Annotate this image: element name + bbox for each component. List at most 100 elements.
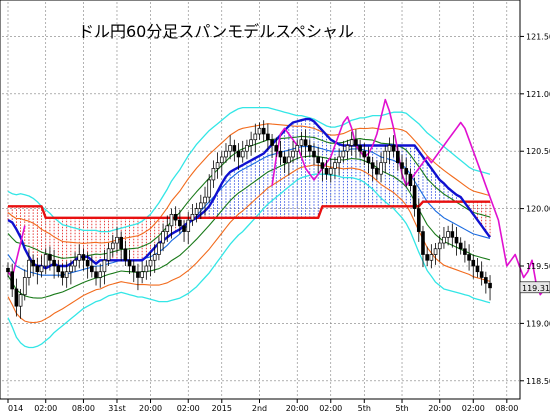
candle-body bbox=[48, 254, 52, 261]
candle bbox=[140, 261, 144, 284]
candle bbox=[354, 129, 358, 159]
candle bbox=[282, 151, 287, 174]
candle bbox=[463, 240, 467, 263]
candle-body bbox=[94, 271, 98, 278]
candle-body bbox=[136, 271, 140, 278]
candle bbox=[127, 249, 132, 275]
candle bbox=[131, 260, 136, 283]
candle bbox=[471, 254, 476, 279]
candle-body bbox=[261, 127, 266, 135]
candle bbox=[479, 261, 484, 286]
candle bbox=[421, 225, 425, 268]
candle bbox=[18, 288, 23, 319]
candle bbox=[22, 269, 27, 301]
candle bbox=[224, 143, 228, 163]
candle-body bbox=[316, 156, 321, 164]
candle-body bbox=[291, 150, 295, 158]
candle-body bbox=[161, 231, 165, 244]
x-tick-label: 014 bbox=[8, 404, 23, 413]
candle bbox=[48, 246, 52, 271]
candle-body bbox=[471, 259, 476, 267]
candle bbox=[328, 158, 333, 183]
x-tick-label: 20:00 bbox=[139, 404, 162, 413]
candle bbox=[446, 225, 450, 246]
candle-body bbox=[354, 139, 358, 146]
candle bbox=[450, 223, 455, 248]
candle bbox=[178, 209, 182, 234]
candle-body bbox=[433, 248, 438, 255]
candle bbox=[10, 263, 15, 297]
candle bbox=[14, 278, 19, 317]
candle-body bbox=[173, 213, 178, 221]
candle-body bbox=[358, 145, 362, 152]
candle-body bbox=[178, 219, 182, 227]
candle-body bbox=[324, 168, 329, 175]
candle-body bbox=[349, 139, 354, 146]
candle bbox=[249, 131, 253, 156]
candle-body bbox=[282, 156, 287, 164]
candle-body bbox=[421, 231, 425, 255]
candle bbox=[257, 122, 262, 140]
candle bbox=[291, 140, 295, 163]
candle bbox=[90, 255, 94, 278]
candle-body bbox=[64, 271, 69, 278]
candle-body bbox=[274, 145, 279, 152]
candle bbox=[119, 231, 123, 262]
candle-body bbox=[98, 271, 103, 278]
candle-body bbox=[144, 265, 149, 273]
x-tick-label: 02:00 bbox=[34, 404, 57, 413]
last-price-box bbox=[519, 281, 550, 294]
x-tick-label: 20:00 bbox=[428, 404, 451, 413]
candle-body bbox=[257, 127, 262, 135]
candle bbox=[52, 249, 56, 279]
x-tick-label: 02:00 bbox=[319, 404, 342, 413]
candle bbox=[232, 139, 237, 162]
candle bbox=[295, 139, 300, 160]
candle bbox=[387, 137, 392, 164]
candle bbox=[77, 244, 82, 269]
candle-body bbox=[404, 168, 409, 175]
y-tick-label: 119.50 bbox=[526, 262, 550, 271]
candle-body bbox=[102, 259, 107, 273]
candle bbox=[429, 244, 434, 269]
x-tick-label: 5th bbox=[358, 404, 371, 413]
candle-body bbox=[43, 254, 48, 267]
candle-body bbox=[337, 156, 341, 164]
candle bbox=[454, 226, 459, 256]
candle bbox=[416, 198, 421, 242]
y-tick-label: 118.50 bbox=[526, 377, 550, 386]
candle bbox=[31, 254, 35, 277]
candle bbox=[379, 152, 383, 183]
candle bbox=[316, 146, 321, 174]
candle bbox=[245, 139, 249, 160]
candle-body bbox=[387, 145, 392, 152]
candle bbox=[169, 208, 174, 239]
candle-body bbox=[396, 150, 400, 164]
candle-body bbox=[366, 156, 371, 164]
candle bbox=[358, 139, 362, 157]
bb-upper-2sigma-line bbox=[7, 123, 491, 244]
candle-body bbox=[207, 179, 212, 198]
x-tick-label: 02:00 bbox=[177, 404, 200, 413]
candle bbox=[207, 174, 212, 203]
candle bbox=[475, 257, 480, 278]
candle bbox=[194, 202, 199, 223]
candle-body bbox=[35, 265, 40, 273]
candle bbox=[203, 186, 207, 216]
candle-body bbox=[475, 265, 480, 273]
candle-body bbox=[379, 162, 383, 175]
candle bbox=[396, 145, 400, 171]
x-tick-label: 08:00 bbox=[72, 404, 95, 413]
candle-body bbox=[106, 248, 111, 261]
candle bbox=[56, 260, 61, 278]
candle-body bbox=[450, 231, 455, 238]
candle-body bbox=[458, 242, 463, 250]
candle-body bbox=[190, 213, 195, 221]
candle-body bbox=[416, 208, 421, 232]
bb-lower-1sigma-line bbox=[7, 155, 491, 299]
candle-body bbox=[157, 242, 161, 255]
candle bbox=[433, 243, 438, 265]
candle bbox=[408, 168, 413, 192]
